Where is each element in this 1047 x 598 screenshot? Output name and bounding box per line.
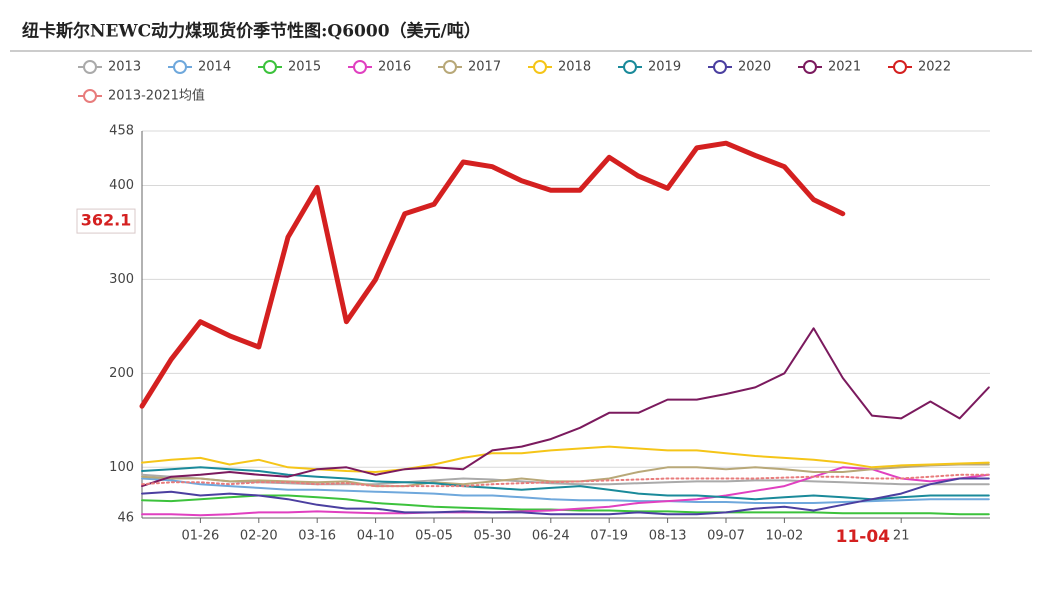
legend-item: 2022 (888, 60, 951, 75)
series-line (141, 473, 990, 488)
legend-label: 2022 (918, 60, 951, 75)
legend-symbol (263, 60, 277, 74)
legend-item: 2013 (78, 60, 141, 75)
x-tick-label: 08-13 (649, 529, 687, 544)
legend-item: 2015 (258, 60, 321, 75)
y-tick-label: 100 (109, 460, 134, 475)
y-tick-label: 46 (117, 511, 134, 526)
x-tick-label: 07-19 (590, 529, 628, 544)
x-tick-label: 04-10 (357, 529, 395, 544)
x-tick-label: 09-07 (707, 529, 745, 544)
legend-symbol (83, 89, 97, 103)
x-tick-label: 01-26 (182, 529, 220, 544)
pointer-y-label: 362.1 (81, 211, 132, 230)
pointer-y-box (76, 208, 136, 234)
x-tick-label: 03-16 (298, 529, 336, 544)
legend-label: 2013-2021均值 (108, 88, 205, 104)
series-line (139, 140, 846, 409)
x-tick-label: 10-02 (766, 529, 804, 544)
legend-item: 2017 (438, 60, 501, 75)
chart-title: 纽卡斯尔NEWC动力煤现货价季节性图:Q6000（美元/吨） (22, 21, 481, 42)
legend-label: 2014 (198, 60, 231, 75)
legend-label: 2017 (468, 60, 501, 75)
series-line (141, 466, 990, 501)
x-tick-label: 21 (893, 529, 910, 544)
legend-item: 2020 (708, 60, 771, 75)
legend-symbol (713, 60, 727, 74)
x-tick-label: 05-30 (474, 529, 512, 544)
legend-item: 2013-2021均值 (78, 88, 205, 104)
legend-symbol (893, 60, 907, 74)
series-line (141, 466, 990, 517)
legend-symbol (83, 60, 97, 74)
legend-label: 2019 (648, 60, 681, 75)
x-tick-label: 05-05 (415, 529, 453, 544)
series-line (141, 477, 990, 504)
legend-symbol (623, 60, 637, 74)
y-tick-label: 458 (109, 124, 134, 139)
legend-symbol (173, 60, 187, 74)
series-line (141, 327, 990, 488)
series-line (141, 445, 990, 473)
y-tick-label: 400 (109, 178, 134, 193)
series-line (141, 477, 990, 516)
legend-symbol (353, 60, 367, 74)
series-line (141, 463, 990, 488)
legend-item: 2014 (168, 60, 231, 75)
x-tick-label: 06-24 (532, 529, 570, 544)
y-tick-label: 300 (109, 272, 134, 287)
legend-symbol (803, 60, 817, 74)
legend-symbol (443, 60, 457, 74)
legend-label: 2013 (108, 60, 141, 75)
legend-symbol (533, 60, 547, 74)
legend-label: 2020 (738, 60, 771, 75)
legend-label: 2018 (558, 60, 591, 75)
legend-item: 2019 (618, 60, 681, 75)
legend-item: 2018 (528, 60, 591, 75)
legend-label: 2021 (828, 60, 861, 75)
legend-item: 2021 (798, 60, 861, 75)
x-tick-label: 02-20 (240, 529, 278, 544)
y-tick-label: 200 (109, 366, 134, 381)
legend-item: 2016 (348, 60, 411, 75)
legend-label: 2016 (378, 60, 411, 75)
pointer-x-label: 11-04 (836, 527, 891, 547)
legend-label: 2015 (288, 60, 321, 75)
